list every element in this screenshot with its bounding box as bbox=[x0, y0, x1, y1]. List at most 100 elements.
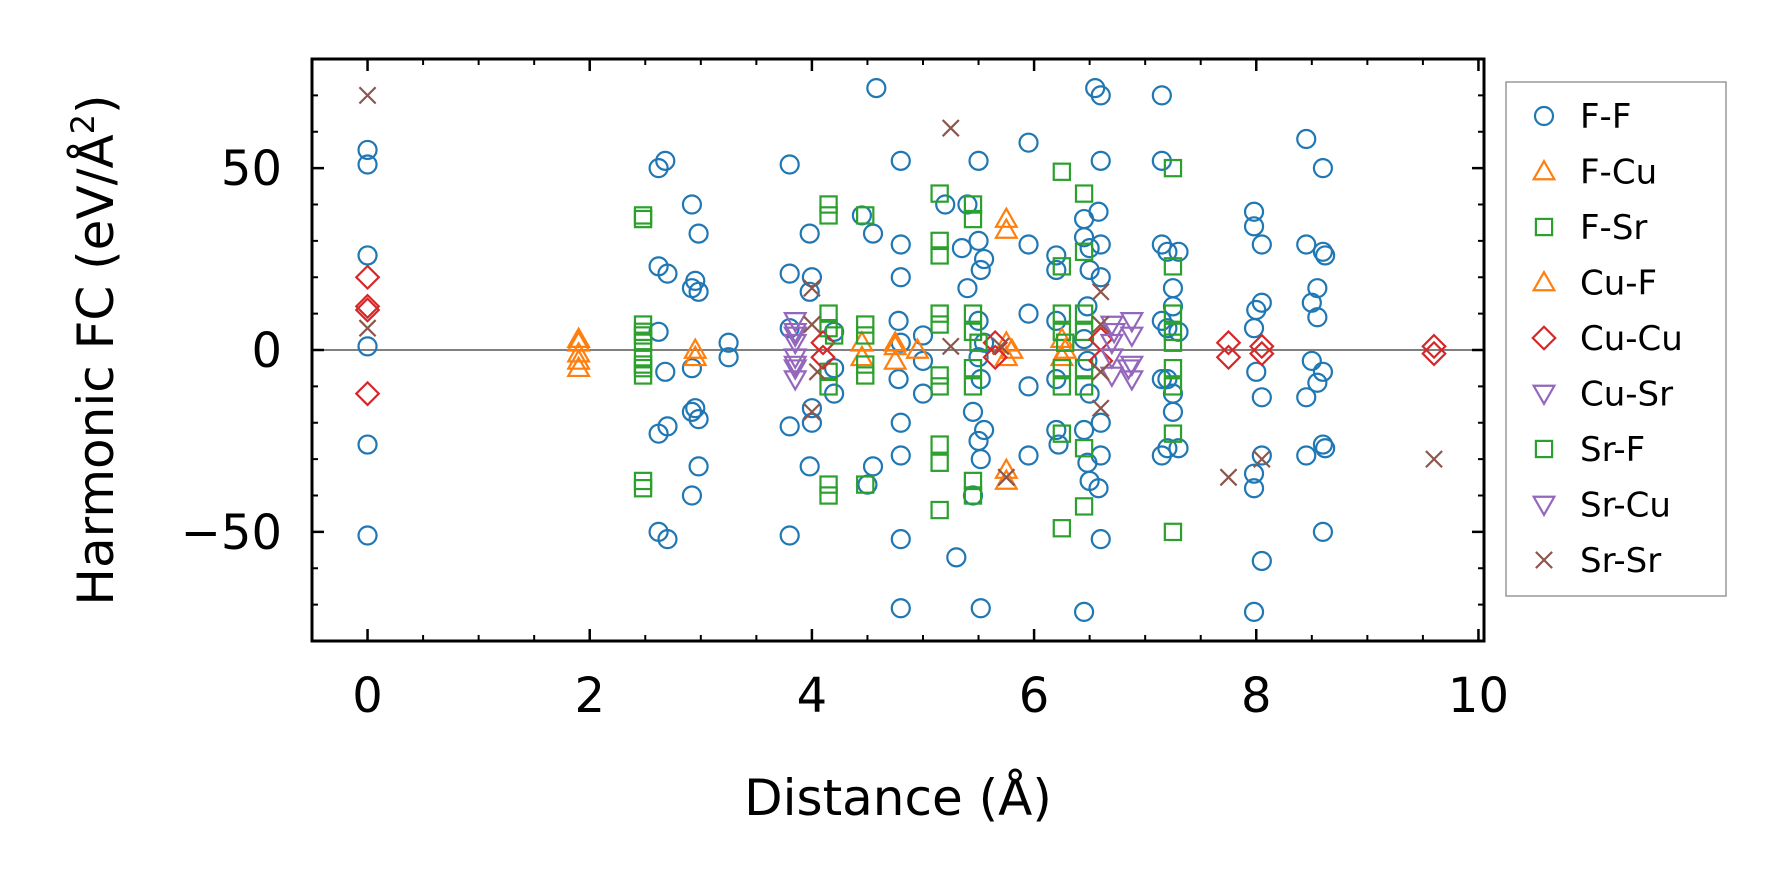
point-f-f bbox=[1162, 401, 1184, 422]
point-f-f bbox=[1307, 307, 1328, 328]
y-axis-title: Harmonic FC (eV/Å2) bbox=[64, 94, 125, 605]
legend-label-cu-f: Cu-F bbox=[1580, 264, 1657, 304]
point-cu-cu bbox=[982, 344, 1009, 371]
legend-marker-f-sr bbox=[1534, 217, 1554, 237]
point-f-f bbox=[968, 230, 989, 251]
point-f-f bbox=[799, 281, 820, 302]
point-f-f bbox=[1251, 292, 1272, 313]
point-f-sr bbox=[856, 355, 875, 374]
point-f-f bbox=[1243, 601, 1265, 623]
point-sr-sr bbox=[941, 337, 960, 356]
point-f-f bbox=[1301, 292, 1322, 313]
point-f-f bbox=[1090, 445, 1111, 466]
point-f-f bbox=[799, 223, 820, 244]
point-f-f bbox=[1307, 278, 1328, 299]
point-f-sr bbox=[856, 206, 875, 225]
point-f-f bbox=[890, 234, 911, 255]
point-f-f bbox=[1251, 387, 1272, 408]
point-cu-sr bbox=[782, 370, 808, 392]
point-f-f bbox=[1090, 150, 1111, 171]
point-cu-f bbox=[1052, 337, 1078, 359]
point-f-f bbox=[1018, 376, 1039, 397]
point-sr-f bbox=[1163, 333, 1183, 352]
point-f-sr bbox=[930, 246, 949, 265]
point-f-f bbox=[968, 430, 989, 452]
point-cu-cu bbox=[354, 293, 381, 320]
legend-item-f-cu: F-Cu bbox=[1531, 153, 1657, 193]
legend-item-cu-sr: Cu-Sr bbox=[1531, 375, 1673, 415]
point-f-f bbox=[970, 259, 991, 281]
point-f-f bbox=[688, 281, 709, 302]
point-f-f bbox=[1079, 238, 1100, 259]
point-f-sr bbox=[963, 358, 983, 378]
y-axis-title-superscript: 2 bbox=[64, 114, 102, 134]
point-f-f bbox=[657, 529, 678, 550]
point-f-f bbox=[1312, 521, 1334, 542]
point-f-f bbox=[1088, 201, 1109, 222]
point-cu-cu bbox=[1421, 340, 1447, 367]
point-f-sr bbox=[856, 315, 875, 334]
legend-item-sr-f: Sr-F bbox=[1534, 430, 1645, 470]
point-f-cu bbox=[994, 206, 1019, 228]
point-f-f bbox=[801, 267, 823, 288]
point-f-sr bbox=[1052, 304, 1072, 323]
point-cu-cu bbox=[1249, 333, 1275, 360]
point-f-f bbox=[1046, 259, 1067, 281]
point-f-sr bbox=[930, 366, 949, 385]
point-f-cu bbox=[566, 326, 591, 348]
legend-marker-cu-f bbox=[1531, 269, 1557, 292]
point-sr-cu bbox=[1116, 359, 1141, 381]
point-f-f bbox=[1046, 245, 1067, 266]
point-f-sr bbox=[963, 322, 983, 342]
point-f-sr bbox=[963, 304, 983, 323]
point-sr-sr bbox=[1091, 399, 1110, 418]
point-cu-sr bbox=[1099, 333, 1125, 356]
point-sr-f bbox=[969, 333, 988, 352]
point-f-cu bbox=[994, 468, 1019, 490]
point-f-f bbox=[357, 245, 378, 266]
point-f-f bbox=[890, 150, 911, 171]
point-f-f bbox=[1073, 601, 1095, 623]
legend-label-cu-sr: Cu-Sr bbox=[1580, 375, 1673, 415]
point-f-sr bbox=[963, 377, 983, 396]
x-tick-label: 8 bbox=[1241, 668, 1272, 724]
legend-label-sr-cu: Sr-Cu bbox=[1580, 486, 1671, 526]
y-axis-title-close: ) bbox=[67, 94, 125, 114]
y-tick-label: 0 bbox=[251, 323, 282, 379]
point-f-f bbox=[357, 434, 378, 455]
point-f-f bbox=[648, 158, 669, 179]
point-f-sr bbox=[819, 304, 838, 323]
point-f-f bbox=[973, 419, 995, 441]
point-cu-cu bbox=[354, 264, 381, 291]
point-f-f bbox=[688, 409, 709, 430]
point-f-f bbox=[1315, 438, 1336, 459]
point-cu-sr bbox=[782, 359, 808, 381]
legend-item-sr-cu: Sr-Cu bbox=[1531, 486, 1671, 526]
point-sr-sr bbox=[803, 315, 821, 334]
point-f-f bbox=[968, 347, 989, 368]
point-f-sr bbox=[1163, 522, 1183, 542]
point-f-sr bbox=[1074, 304, 1094, 323]
x-tick-label: 10 bbox=[1448, 668, 1509, 724]
point-f-f bbox=[1088, 478, 1109, 499]
point-f-f bbox=[655, 150, 676, 171]
point-f-f bbox=[1018, 132, 1039, 153]
point-f-sr bbox=[1163, 424, 1183, 443]
point-cu-sr bbox=[1099, 315, 1125, 338]
point-f-f bbox=[862, 223, 884, 244]
point-f-sr bbox=[819, 377, 838, 396]
point-f-sr bbox=[930, 184, 949, 203]
point-cu-f bbox=[999, 337, 1025, 359]
point-f-f bbox=[912, 350, 934, 372]
legend-marker-cu-sr bbox=[1531, 384, 1557, 407]
point-f-f bbox=[779, 525, 800, 546]
legend-marker-cu-cu bbox=[1531, 325, 1557, 351]
point-f-cu bbox=[683, 337, 708, 359]
point-sr-f bbox=[1055, 333, 1075, 352]
point-f-f bbox=[957, 278, 978, 299]
point-f-f bbox=[801, 398, 823, 419]
point-f-f bbox=[912, 325, 934, 346]
point-f-f bbox=[657, 263, 678, 284]
point-f-cu bbox=[994, 217, 1019, 239]
